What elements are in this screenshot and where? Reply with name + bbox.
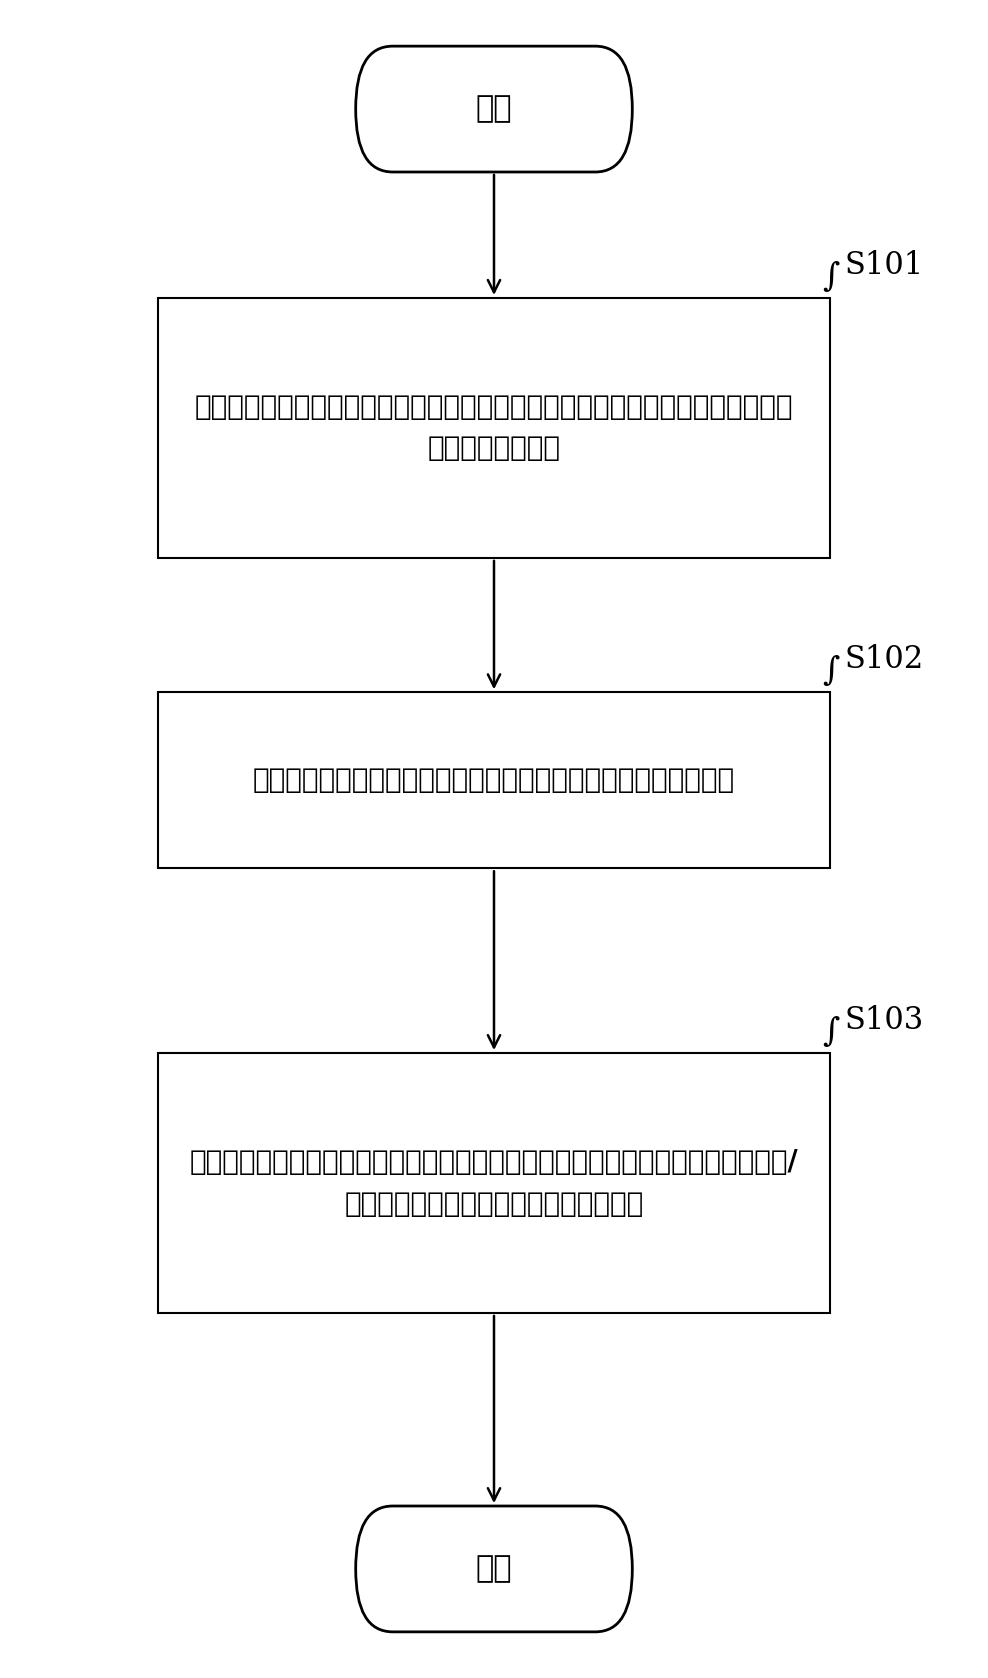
Text: 开始: 开始 bbox=[476, 94, 512, 124]
Text: ∫: ∫ bbox=[822, 654, 840, 688]
Text: 结束: 结束 bbox=[476, 1554, 512, 1584]
FancyBboxPatch shape bbox=[158, 299, 830, 557]
Text: 蜂窝网接入设备获取相邻无线局域网的负载信息，其中，所述蜂窝网与所述无线局
域网构成异构网络: 蜂窝网接入设备获取相邻无线局域网的负载信息，其中，所述蜂窝网与所述无线局 域网构… bbox=[195, 393, 793, 463]
FancyBboxPatch shape bbox=[158, 691, 830, 869]
Text: ∫: ∫ bbox=[822, 1015, 840, 1047]
FancyBboxPatch shape bbox=[356, 47, 632, 171]
Text: S102: S102 bbox=[845, 644, 924, 675]
Text: 根据所述无线局域网的负载信息，确定所述无线局域网的负载状态: 根据所述无线局域网的负载信息，确定所述无线局域网的负载状态 bbox=[253, 767, 735, 794]
Text: ∫: ∫ bbox=[822, 260, 840, 292]
FancyBboxPatch shape bbox=[158, 1054, 830, 1312]
Text: S103: S103 bbox=[845, 1005, 924, 1035]
Text: S101: S101 bbox=[845, 250, 924, 282]
Text: 根据所述无线局域网的负载状态，配置所述无线局域网所对应的用户设备执行切换/
路由，以实现所述异构网络下的负载均衡: 根据所述无线局域网的负载状态，配置所述无线局域网所对应的用户设备执行切换/ 路由… bbox=[190, 1148, 798, 1218]
FancyBboxPatch shape bbox=[356, 1507, 632, 1631]
